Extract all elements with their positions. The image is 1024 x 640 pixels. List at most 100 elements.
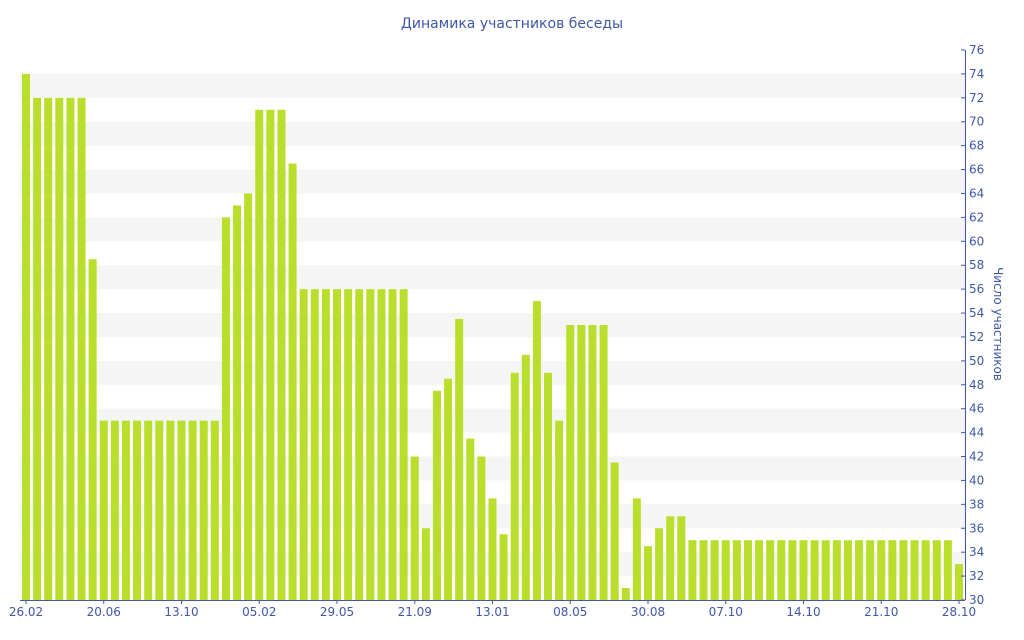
bar [288, 163, 297, 600]
bar [321, 289, 330, 600]
bar [866, 540, 875, 600]
y-tick-label: 70 [969, 115, 984, 129]
bar [632, 498, 641, 600]
bar-series [22, 73, 963, 601]
bar [743, 540, 752, 600]
x-tick-label: 07.10 [709, 605, 743, 619]
y-tick-label: 52 [969, 330, 984, 344]
bar [466, 438, 475, 600]
bar [177, 420, 186, 600]
x-tick-label: 13.10 [164, 605, 198, 619]
y-tick-label: 66 [969, 163, 984, 177]
bar [444, 378, 453, 600]
y-tick-label: 50 [969, 354, 984, 368]
bar [610, 462, 619, 600]
bar [855, 540, 864, 600]
bar [688, 540, 697, 600]
bar [210, 420, 219, 600]
bar [510, 372, 519, 600]
bar [721, 540, 730, 600]
bar [22, 73, 30, 600]
bar [666, 516, 675, 600]
grid-band [20, 217, 965, 242]
bar [899, 540, 908, 600]
bar [832, 540, 841, 600]
x-tick-label: 14.10 [786, 605, 820, 619]
bar [799, 540, 808, 600]
bar [521, 354, 530, 600]
y-tick-label: 44 [969, 426, 984, 440]
bar [432, 390, 441, 600]
bar [399, 289, 408, 600]
y-tick-label: 60 [969, 234, 984, 248]
bar [499, 534, 508, 600]
bar [77, 97, 86, 600]
grid-band [20, 169, 965, 194]
bar [555, 420, 564, 600]
y-tick-label: 64 [969, 186, 984, 200]
bar [233, 205, 242, 600]
bar [144, 420, 153, 600]
x-tick-label: 21.09 [398, 605, 432, 619]
bar [221, 217, 230, 600]
bar [810, 540, 819, 600]
y-tick-label: 62 [969, 210, 984, 224]
bar [421, 528, 430, 600]
bar [55, 97, 64, 600]
bar [477, 456, 486, 600]
bar [333, 289, 341, 600]
bar [655, 528, 664, 600]
bar [488, 498, 497, 600]
grid-band [20, 313, 965, 337]
y-tick-label: 38 [969, 497, 984, 511]
bar [599, 325, 608, 600]
bar [255, 109, 264, 600]
bar [88, 259, 97, 600]
bar [110, 420, 119, 600]
bar [410, 456, 419, 600]
bar [699, 540, 708, 600]
x-tick-label: 26.02 [9, 605, 43, 619]
bar [277, 109, 286, 600]
bar [66, 97, 75, 600]
bar [677, 516, 686, 600]
y-tick-label: 76 [969, 43, 984, 57]
grid-band [20, 360, 965, 385]
bar [199, 420, 208, 600]
bar [877, 540, 886, 600]
bar [921, 540, 930, 600]
bar [888, 540, 897, 600]
bar [532, 301, 541, 600]
y-tick-label: 42 [969, 450, 984, 464]
bar [766, 540, 775, 600]
x-tick-label: 08.05 [553, 605, 587, 619]
y-tick-label: 74 [969, 67, 984, 81]
bar [566, 325, 575, 600]
bar [377, 289, 386, 600]
bar [943, 540, 952, 600]
y-axis: 30 32 34 36 38 40 42 44 46 48 50 52 54 56 58 60 62 64 66 68… [961, 43, 984, 607]
y-tick-label: 54 [969, 306, 984, 320]
bar [588, 325, 597, 600]
bar [710, 540, 719, 600]
bar [755, 540, 764, 600]
y-tick-label: 72 [969, 91, 984, 105]
grid-band [20, 73, 965, 98]
y-tick-label: 32 [969, 569, 984, 583]
bar [355, 289, 364, 600]
x-tick-label: 30.08 [631, 605, 665, 619]
bar [388, 289, 397, 600]
bar [732, 540, 741, 600]
y-tick-label: 46 [969, 402, 984, 416]
bar [932, 540, 941, 600]
x-axis: 26.02 20.06 13.10 05.02 29.05 21.09 13.01 08.05… [9, 600, 976, 619]
bar [99, 420, 108, 600]
bar [843, 540, 852, 600]
y-tick-label: 30 [969, 593, 984, 607]
y-tick-label: 48 [969, 378, 984, 392]
grid-band [20, 121, 965, 146]
y-tick-label: 36 [969, 521, 984, 535]
bar [366, 289, 375, 600]
bar [955, 564, 963, 600]
grid-band [20, 265, 965, 290]
